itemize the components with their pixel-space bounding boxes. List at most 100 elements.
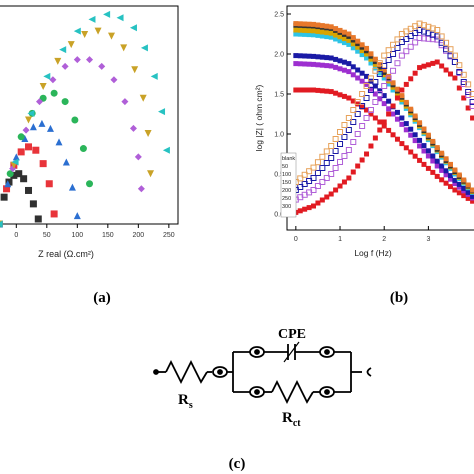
- panel-b-series-7-point: [443, 67, 449, 73]
- panel-b-series-7-point: [434, 59, 440, 65]
- panel-b-series-7-point: [461, 95, 467, 101]
- panel-b-series-0-point: [452, 187, 458, 193]
- panel-b-series-2-point: [328, 55, 334, 61]
- panel-a-series-3-point: [86, 180, 94, 188]
- panel-b-series-0-point: [381, 123, 387, 129]
- panel-b-series-6-point: [319, 23, 325, 29]
- panel-b-series-10-point: [310, 164, 317, 171]
- panel-b-series-10-point: [381, 52, 388, 59]
- panel-b-series-7-point: [456, 85, 462, 91]
- panel-b-series-2-point: [412, 132, 418, 138]
- panel-b-data-marks: [292, 20, 474, 215]
- panel-b-series-9-point: [390, 51, 397, 57]
- panel-b-series-6-point: [421, 126, 427, 132]
- panel-b-series-6-point: [403, 99, 409, 105]
- panel-b-series-6-point: [297, 21, 303, 27]
- panel-b-series-1-point: [319, 62, 325, 68]
- panel-b-series-10-point: [465, 81, 472, 88]
- panel-b-series-7-point: [430, 60, 436, 66]
- panel-b-series-10-point: [345, 115, 352, 121]
- panel-b-series-0-point: [350, 98, 356, 104]
- panel-b-series-7-point: [403, 81, 409, 87]
- panel-b-series-10-point: [350, 107, 357, 113]
- panel-a-label: (a): [93, 290, 111, 306]
- panel-b-series-1-point: [390, 111, 396, 117]
- panel-b-series-2-point: [302, 53, 308, 59]
- panel-b-series-0-point: [439, 177, 445, 183]
- panel-b-series-0-point: [434, 173, 440, 179]
- panel-b-series-6-point: [350, 35, 356, 41]
- panel-b-series-6-point: [470, 187, 474, 193]
- panel-b-series-8-point: [434, 36, 441, 43]
- panel-a-series-6-point: [129, 24, 137, 32]
- panel-a-x-tick-label: 100: [71, 232, 83, 239]
- panel-b-series-2-point: [452, 177, 458, 183]
- panel-b-series-6-point: [447, 161, 453, 167]
- panel-a-series-5-point: [139, 94, 147, 102]
- panel-a-series-6-point: [103, 10, 111, 18]
- rct-label: Rct: [282, 410, 301, 429]
- panel-b-series-0-point: [447, 184, 453, 190]
- panel-b-series-10-point: [443, 39, 450, 46]
- node-dot: [217, 369, 223, 375]
- panel-b-series-4-point: [311, 28, 317, 34]
- panel-a-series-1-point: [39, 160, 47, 168]
- panel-b-series-2-point: [381, 93, 387, 99]
- rct-label-main: R: [282, 410, 293, 426]
- panel-b-series-8-point: [372, 99, 379, 105]
- panel-b-series-6-point: [377, 62, 383, 68]
- panel-b-series-3-point: [315, 32, 321, 38]
- panel-b-series-7-point: [412, 70, 418, 76]
- panel-b-series-7-point: [421, 63, 427, 69]
- panel-b-series-9-point: [429, 31, 436, 38]
- panel-b-series-0-point: [408, 149, 414, 155]
- panel-b-series-7-point: [341, 179, 347, 185]
- panel-a-series-6-point: [158, 108, 166, 116]
- panel-b-series-0-point: [368, 111, 374, 117]
- panel-b-series-1-point: [403, 127, 409, 133]
- panel-b-series-4-point: [324, 30, 330, 36]
- panel-a-x-tick-label: 50: [43, 232, 51, 239]
- panel-b-series-9-point: [438, 39, 445, 46]
- panel-b-series-7-point: [315, 200, 321, 206]
- panel-b-series-6-point: [443, 156, 449, 162]
- panel-b-y-tick-label: 1.5: [274, 92, 284, 99]
- panel-a-x-ticks: 0 50 100 150 200 250: [14, 224, 175, 239]
- panel-b-series-0-point: [372, 115, 378, 121]
- panel-b-series-6-point: [364, 45, 370, 51]
- panel-a-series-3-point: [61, 98, 69, 106]
- panel-a-series-5-point: [144, 129, 152, 137]
- panel-b-series-10-point: [456, 62, 463, 69]
- panel-a-series-5-point: [94, 27, 102, 35]
- panel-b-series-6-point: [315, 22, 321, 28]
- panel-b-series-4-point: [333, 32, 339, 38]
- panel-a-series-6-point: [0, 220, 3, 228]
- panel-b-series-9-point: [314, 170, 321, 176]
- panel-b-series-2-point: [399, 115, 405, 121]
- panel-b-series-9-point: [425, 30, 432, 37]
- panel-b-series-0-point: [394, 136, 400, 142]
- panel-b-series-2-point: [386, 98, 392, 104]
- panel-b-series-10-point: [363, 83, 370, 89]
- panel-b-series-6-point: [465, 182, 471, 188]
- panel-b-series-10-point: [451, 52, 458, 59]
- panel-b-series-2-point: [350, 64, 356, 70]
- panel-a-series-4-point: [121, 98, 129, 106]
- panel-a-series-2-point: [29, 123, 37, 131]
- panel-b-series-7-point: [302, 206, 308, 212]
- panel-b-label: (b): [390, 290, 408, 306]
- panel-b-x-tick-label: 1: [338, 236, 342, 243]
- panel-b-series-8-point: [376, 91, 383, 97]
- panel-b-series-6-point: [328, 24, 334, 30]
- panel-b-series-6-point: [341, 29, 347, 35]
- panel-b-series-7-point: [452, 75, 458, 81]
- panel-a-series-3-point: [17, 133, 25, 141]
- panel-b-series-10-point: [319, 153, 326, 160]
- panel-b-series-10-point: [297, 175, 304, 182]
- panel-b-series-4-point: [302, 27, 308, 33]
- panel-b-series-2-point: [439, 163, 445, 169]
- panel-b-series-2-point: [465, 189, 471, 195]
- panel-b-series-9-point: [451, 59, 458, 65]
- panel-b-series-10-point: [385, 47, 392, 54]
- panel-b-series-0-point: [311, 87, 317, 93]
